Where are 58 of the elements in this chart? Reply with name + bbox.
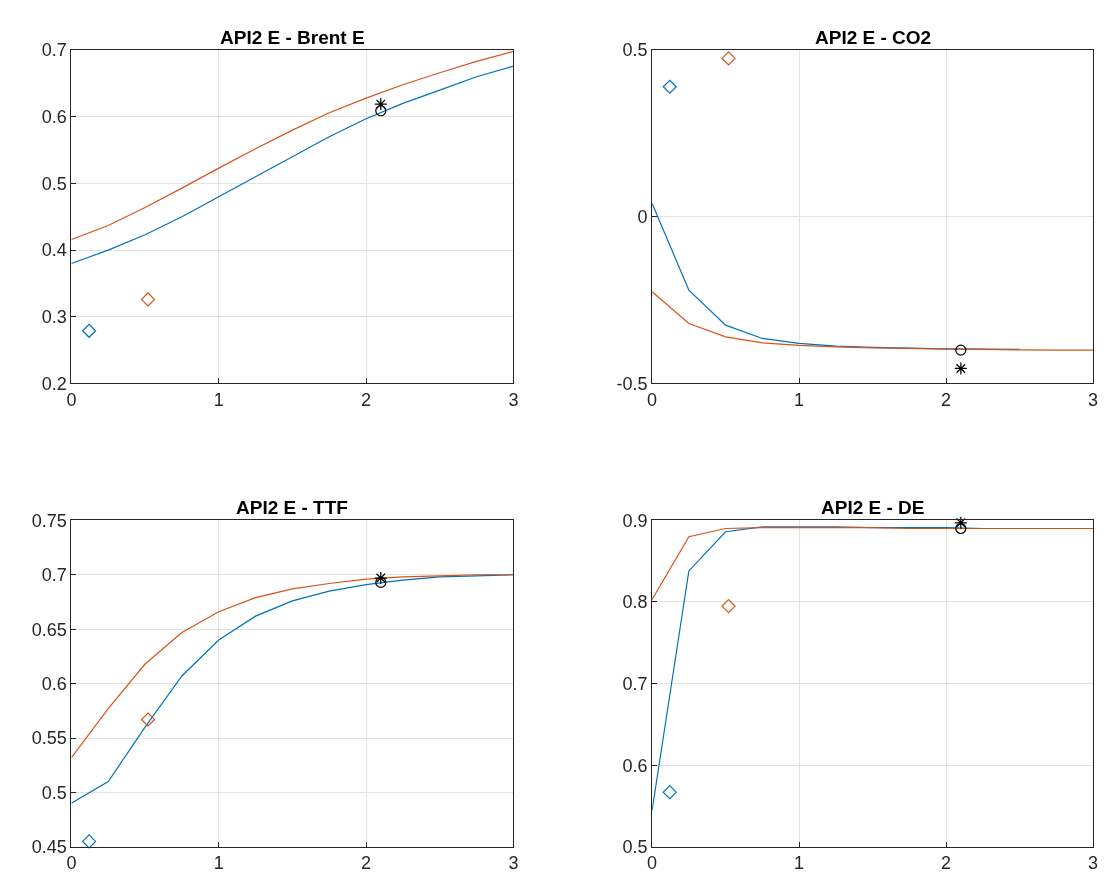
x-tick-label: 1 bbox=[213, 390, 224, 411]
y-tick-label: 0.4 bbox=[41, 240, 67, 261]
y-tick-label: 0.75 bbox=[31, 510, 67, 531]
y-tick-label: 0.7 bbox=[41, 565, 67, 586]
point bbox=[955, 344, 967, 356]
line-series bbox=[71, 574, 514, 759]
x-tick-label: 3 bbox=[508, 390, 519, 411]
x-tick-label: 1 bbox=[213, 853, 224, 874]
y-tick-label: 0.5 bbox=[622, 837, 648, 858]
y-tick-label: 0.7 bbox=[622, 673, 648, 694]
point bbox=[721, 598, 736, 614]
point bbox=[374, 97, 388, 111]
x-tick-label: 1 bbox=[794, 853, 805, 874]
point bbox=[375, 576, 387, 588]
chart-title: API2 E - DE bbox=[821, 497, 925, 518]
line-series bbox=[652, 291, 1094, 351]
point bbox=[955, 522, 967, 535]
point bbox=[954, 361, 968, 376]
point bbox=[954, 516, 968, 530]
y-tick-label: 0.8 bbox=[622, 592, 648, 613]
x-tick-label: 3 bbox=[508, 853, 519, 874]
point bbox=[140, 292, 156, 307]
point bbox=[374, 571, 388, 585]
x-tick-label: 2 bbox=[361, 390, 372, 411]
y-tick-label: 0.65 bbox=[31, 619, 67, 640]
point bbox=[721, 51, 736, 66]
point bbox=[375, 105, 387, 117]
line-series bbox=[652, 527, 1094, 601]
y-tick-label: 0.45 bbox=[31, 837, 67, 858]
x-tick-label: 1 bbox=[794, 390, 805, 411]
line-series bbox=[71, 50, 514, 241]
y-tick-label: 0.5 bbox=[41, 173, 67, 194]
point bbox=[81, 834, 97, 849]
x-tick-label: 2 bbox=[941, 853, 952, 874]
y-tick-label: 0.6 bbox=[41, 107, 67, 128]
y-tick-label: 0.6 bbox=[41, 673, 67, 694]
line-series bbox=[71, 65, 514, 265]
chart-title: API2 E - CO2 bbox=[815, 27, 932, 48]
y-tick-label: 0.5 bbox=[622, 40, 648, 61]
y-tick-label: 0.55 bbox=[31, 728, 67, 749]
point bbox=[81, 323, 97, 338]
y-tick-label: 0.5 bbox=[41, 782, 67, 803]
point bbox=[140, 712, 156, 727]
x-tick-label: 2 bbox=[361, 853, 372, 874]
y-tick-label: 0.7 bbox=[41, 40, 67, 61]
y-tick-label: -0.5 bbox=[616, 373, 648, 394]
y-tick-label: 0.9 bbox=[622, 510, 648, 531]
chart-title: API2 E - TTF bbox=[236, 497, 348, 518]
point bbox=[662, 79, 677, 94]
y-tick-label: 0.6 bbox=[622, 755, 648, 776]
y-tick-label: 0 bbox=[637, 207, 648, 228]
x-tick-label: 3 bbox=[1088, 853, 1099, 874]
x-tick-label: 2 bbox=[941, 390, 952, 411]
point bbox=[662, 785, 677, 800]
x-tick-label: 3 bbox=[1088, 390, 1099, 411]
chart-title: API2 E - Brent E bbox=[220, 27, 365, 48]
y-tick-label: 0.2 bbox=[41, 373, 67, 394]
y-tick-label: 0.3 bbox=[41, 307, 67, 328]
